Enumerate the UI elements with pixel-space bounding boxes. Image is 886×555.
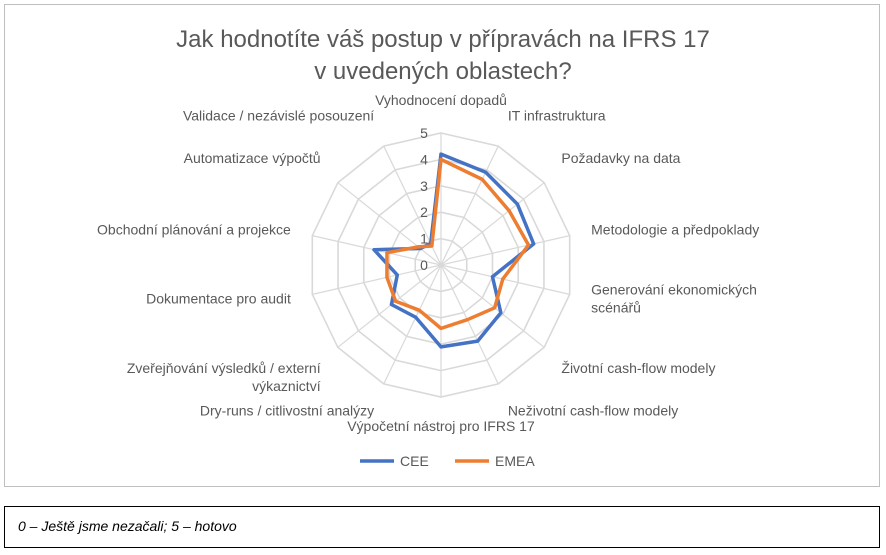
radar-series <box>372 152 536 349</box>
category-label: Dry-runs / citlivostní analýzy <box>200 403 374 419</box>
data-point-cee <box>389 302 394 307</box>
chart-title-line: Jak hodnotíte váš postup v přípravách na… <box>176 26 710 53</box>
radial-tick-label: 1 <box>420 231 428 247</box>
category-label: Výpočetní nástroj pro IFRS 17 <box>347 418 535 434</box>
category-label: Životní cash-flow modely <box>561 360 715 376</box>
category-label: Validace / nezávislé posouzení <box>183 107 374 123</box>
category-label: Neživotní cash-flow modely <box>508 403 678 419</box>
grid-spoke <box>383 264 442 385</box>
data-point-cee <box>484 170 488 174</box>
grid-spoke <box>440 264 570 295</box>
legend: CEE EMEA <box>360 453 535 469</box>
data-point-emea <box>480 177 484 181</box>
series-line-emea <box>385 157 531 331</box>
data-point-cee <box>490 275 495 279</box>
data-point-emea <box>439 326 443 330</box>
grid-spoke <box>440 235 570 266</box>
grid-spoke <box>440 182 545 266</box>
data-point-emea <box>439 157 443 161</box>
data-point-cee <box>414 315 418 319</box>
footnote-text: 0 – Ještě jsme nezačali; 5 – hotovo <box>18 518 237 534</box>
data-point-emea <box>385 275 389 279</box>
radial-tick-label: 0 <box>420 257 428 273</box>
data-point-emea <box>507 209 511 213</box>
chart-title: Jak hodnotíte váš postup v přípravách na… <box>176 26 710 85</box>
data-point-emea <box>526 243 531 247</box>
data-point-cee <box>515 202 519 206</box>
data-point-cee <box>532 242 536 246</box>
radial-tick-label: 5 <box>420 125 428 141</box>
data-point-cee <box>476 339 480 343</box>
data-point-emea <box>493 306 497 310</box>
chart-title-line: v uvedených oblastech? <box>314 58 572 85</box>
data-point-emea <box>416 245 420 249</box>
category-label: scénářů <box>591 299 641 315</box>
category-label: Generování ekonomických <box>591 281 757 297</box>
radial-tick-label: 2 <box>420 204 428 220</box>
category-label: Automatizace výpočtů <box>184 150 321 166</box>
radial-tick-label: 3 <box>420 178 428 194</box>
grid-spoke <box>337 264 442 348</box>
grid-spoke <box>337 182 442 266</box>
data-point-emea <box>385 251 389 255</box>
data-point-cee <box>372 248 376 252</box>
legend-label-emea: EMEA <box>495 453 535 469</box>
data-point-cee <box>499 311 503 315</box>
footnote-box: 0 – Ještě jsme nezačali; 5 – hotovo <box>4 506 880 548</box>
category-label: Vyhodnocení dopadů <box>375 92 507 108</box>
data-point-emea <box>430 244 434 248</box>
grid-spoke <box>440 145 499 266</box>
radial-tick-labels: 0 1 2 3 4 5 <box>420 125 428 273</box>
category-label: Obchodní plánování a projekce <box>97 222 291 238</box>
grid-spoke <box>312 264 442 295</box>
category-label: Metodologie a předpoklady <box>591 222 759 238</box>
radar-grid <box>311 132 571 398</box>
data-point-cee <box>439 345 443 349</box>
category-label: výkaznictví <box>252 378 321 394</box>
data-point-emea <box>393 299 398 303</box>
legend-label-cee: CEE <box>400 453 429 469</box>
category-label: IT infrastruktura <box>508 107 606 123</box>
grid-spoke <box>440 264 499 385</box>
radar-chart: Jak hodnotíte váš postup v přípravách na… <box>97 26 759 469</box>
data-point-emea <box>417 308 421 312</box>
radial-tick-label: 4 <box>420 151 428 167</box>
category-label: Zveřejňování výsledků / externí <box>127 360 321 376</box>
data-point-cee <box>439 152 443 156</box>
data-point-emea <box>501 277 505 281</box>
data-point-cee <box>395 273 399 277</box>
chart-area: Jak hodnotíte váš postup v přípravách na… <box>4 4 880 487</box>
grid-spoke <box>440 264 545 348</box>
category-label: Požadavky na data <box>561 150 680 166</box>
data-point-emea <box>465 318 469 322</box>
category-label: Dokumentace pro audit <box>146 290 291 306</box>
